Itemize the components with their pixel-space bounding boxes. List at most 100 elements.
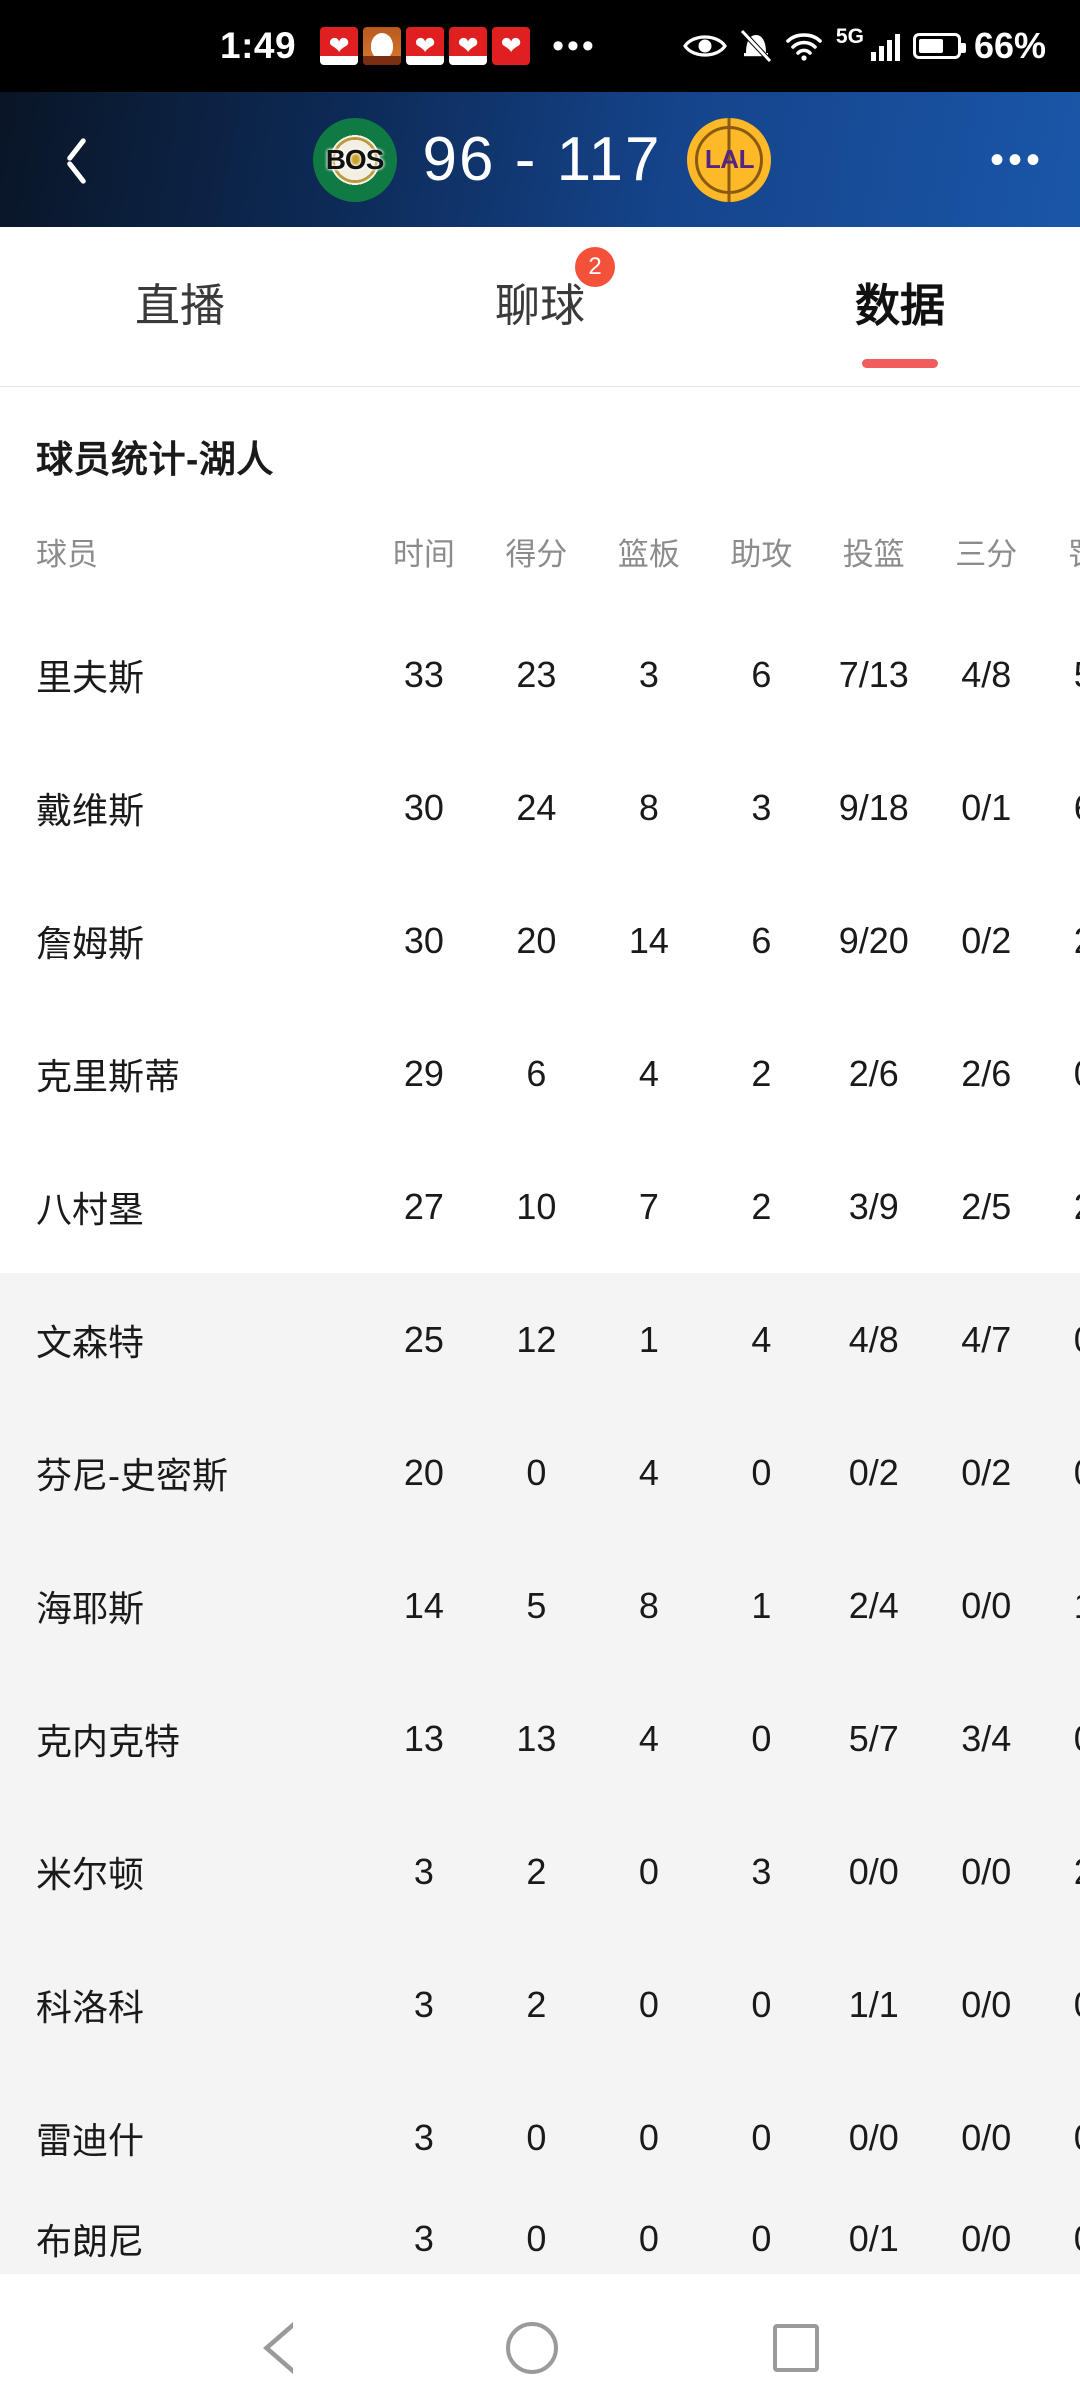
cell-field-goals: 0/2 xyxy=(817,1406,931,1539)
tab-bar: 直播 聊球 2 数据 xyxy=(0,227,1080,387)
away-team-logo[interactable]: BOS xyxy=(312,117,397,202)
cell-points: 24 xyxy=(516,786,557,828)
table-row[interactable]: 里夫斯 33 23 3 6 7/13 4/8 5/6 xyxy=(0,608,1080,741)
cell-rebounds: 7 xyxy=(638,1185,659,1227)
cell-rebounds: 8 xyxy=(592,1539,706,1672)
eye-icon xyxy=(682,35,727,57)
cell-minutes: 33 xyxy=(403,653,444,695)
score-value: 96 - 117 xyxy=(422,125,662,194)
status-time: 1:49 xyxy=(220,25,297,66)
cell-three-pointers: 0/0 xyxy=(930,1938,1043,2071)
cell-free-throws: 0/0 xyxy=(1042,1938,1080,2071)
cell-assists: 3 xyxy=(751,786,772,828)
col-assists: 助攻 xyxy=(730,537,793,572)
cell-player-name: 里夫斯 xyxy=(36,656,145,698)
cell-player-name: 八村塁 xyxy=(36,1188,145,1230)
col-fieldgoals: 投篮 xyxy=(842,537,905,572)
cell-player-name: 科洛科 xyxy=(0,1938,368,2071)
col-minutes: 时间 xyxy=(392,537,455,572)
table-row[interactable]: 克里斯蒂 29 6 4 2 2/6 2/6 0/0 xyxy=(0,1007,1080,1140)
home-team-logo[interactable]: LAL xyxy=(687,117,772,202)
cell-minutes: 29 xyxy=(403,1052,444,1094)
cell-free-throws: 5/6 xyxy=(1043,608,1080,741)
cell-assists: 4 xyxy=(705,1273,818,1406)
signal-bars-icon xyxy=(870,31,900,61)
col-freethrows: 罚球 xyxy=(1043,483,1080,608)
cell-assists: 2 xyxy=(751,1052,772,1094)
home-team-abbr: LAL xyxy=(704,144,755,174)
cell-free-throws: 1/2 xyxy=(1042,1539,1080,1672)
cell-rebounds: 0 xyxy=(592,1805,706,1938)
player-stats-table-wrapper[interactable]: 球员 时间 得分 篮板 助攻 投篮 三分 罚球 里夫斯3323367/134/8… xyxy=(0,483,1080,2274)
cell-rebounds: 0 xyxy=(592,2071,706,2204)
cell-free-throws: 0/0 xyxy=(1042,1406,1080,1539)
cell-assists: 3 xyxy=(705,1805,818,1938)
tab-stats-label: 数据 xyxy=(854,280,945,331)
cell-three-pointers: 4/7 xyxy=(930,1273,1043,1406)
cell-free-throws: 0/0 xyxy=(1042,2204,1080,2274)
cell-field-goals: 0/1 xyxy=(817,2204,931,2274)
active-tab-indicator xyxy=(862,359,938,368)
cell-minutes: 3 xyxy=(367,2204,481,2274)
battery-icon xyxy=(912,33,966,59)
status-bar-left: 1:49 ❤ ❤ ❤ ❤ ••• xyxy=(34,25,597,67)
score-summary[interactable]: BOS 96 - 117 LAL xyxy=(108,117,976,202)
cell-free-throws: 0/0 xyxy=(1042,1672,1080,1805)
heart-app-icon: ❤ xyxy=(320,27,359,65)
cell-field-goals: 0/0 xyxy=(817,2071,931,2204)
cell-field-goals: 4/8 xyxy=(817,1273,931,1406)
cell-free-throws: 0/0 xyxy=(1042,1273,1080,1406)
tab-live[interactable]: 直播 xyxy=(0,227,360,386)
cell-points: 10 xyxy=(516,1185,557,1227)
cell-player-name: 文森特 xyxy=(0,1273,368,1406)
table-row[interactable]: 詹姆斯 30 20 14 6 9/20 0/2 2/2 xyxy=(0,874,1080,1007)
tab-stats[interactable]: 数据 xyxy=(720,227,1080,386)
cell-player-name: 戴维斯 xyxy=(36,789,145,831)
heart-app-icon: ❤ xyxy=(406,27,445,65)
heart-app-icon: ❤ xyxy=(492,27,531,65)
cell-minutes: 25 xyxy=(367,1273,481,1406)
table-row[interactable]: 八村塁 27 10 7 2 3/9 2/5 2/2 xyxy=(0,1140,1080,1273)
back-chevron-icon[interactable] xyxy=(48,130,108,190)
cell-field-goals: 3/9 xyxy=(848,1185,899,1227)
table-body: 里夫斯3323367/134/85/6戴维斯3024839/180/16/7詹姆… xyxy=(0,608,1080,2274)
cell-points: 12 xyxy=(480,1273,593,1406)
cell-three-pointers: 0/0 xyxy=(930,2071,1043,2204)
cell-minutes: 3 xyxy=(367,1805,481,1938)
away-team-abbr: BOS xyxy=(325,143,385,175)
cell-assists: 6 xyxy=(751,653,772,695)
cell-rebounds: 4 xyxy=(592,1406,706,1539)
cell-three-pointers: 0/0 xyxy=(930,2204,1043,2274)
section-title: 球员统计-湖人 xyxy=(36,439,274,480)
back-nav-icon[interactable] xyxy=(261,2321,293,2374)
table-header-row: 球员 时间 得分 篮板 助攻 投篮 三分 罚球 xyxy=(0,483,1080,608)
cell-rebounds: 1 xyxy=(592,1273,706,1406)
status-bar: 1:49 ❤ ❤ ❤ ❤ ••• 5G 66% xyxy=(0,0,1080,92)
more-options-icon[interactable]: ••• xyxy=(989,137,1044,182)
cell-minutes: 30 xyxy=(403,919,444,961)
network-type-label: 5G xyxy=(835,25,864,48)
cell-assists: 0 xyxy=(705,2071,818,2204)
recents-nav-icon[interactable] xyxy=(773,2323,819,2372)
home-nav-icon[interactable] xyxy=(506,2321,558,2374)
cell-rebounds: 3 xyxy=(638,653,659,695)
cell-player-name: 克内克特 xyxy=(0,1672,368,1805)
cell-three-pointers: 4/8 xyxy=(961,653,1012,695)
tab-chat[interactable]: 聊球 2 xyxy=(360,227,720,386)
cell-points: 20 xyxy=(516,919,557,961)
cell-minutes: 27 xyxy=(403,1185,444,1227)
cell-three-pointers: 3/4 xyxy=(930,1672,1043,1805)
cell-minutes: 30 xyxy=(403,786,444,828)
table-row[interactable]: 戴维斯 30 24 8 3 9/18 0/1 6/7 xyxy=(0,741,1080,874)
cell-three-pointers: 0/0 xyxy=(930,1539,1043,1672)
cell-minutes: 20 xyxy=(367,1406,481,1539)
cell-field-goals: 2/6 xyxy=(848,1052,899,1094)
